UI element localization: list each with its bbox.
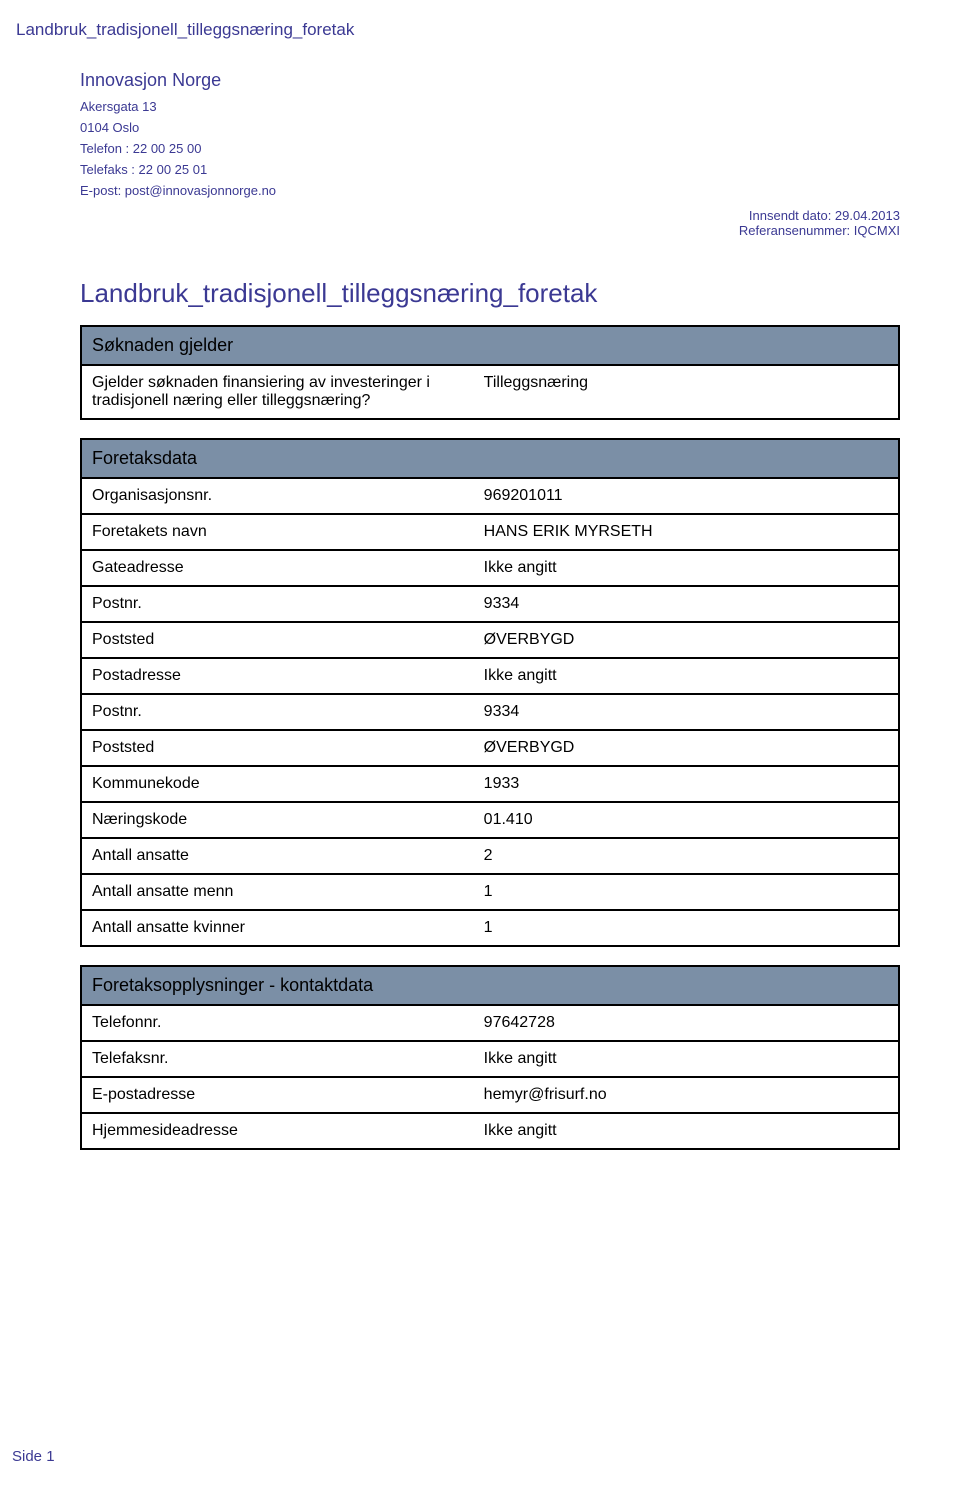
row-key: Postnr.: [82, 695, 474, 729]
submission-meta: Innsendt dato: 29.04.2013 Referansenumme…: [60, 208, 900, 238]
table-row: Telefaksnr. Ikke angitt: [82, 1042, 898, 1078]
row-value: 2: [474, 839, 898, 873]
row-value: Ikke angitt: [474, 551, 898, 585]
organization-phone: Telefon : 22 00 25 00: [80, 141, 900, 156]
section-kontaktdata: Foretaksopplysninger - kontaktdata Telef…: [80, 965, 900, 1150]
row-key: E-postadresse: [82, 1078, 474, 1112]
row-key: Poststed: [82, 731, 474, 765]
table-row: Antall ansatte kvinner 1: [82, 911, 898, 945]
section-header-soknaden: Søknaden gjelder: [82, 327, 898, 366]
row-value: 1: [474, 911, 898, 945]
reference-number: Referansenummer: IQCMXI: [60, 223, 900, 238]
row-value: HANS ERIK MYRSETH: [474, 515, 898, 549]
table-row: Poststed ØVERBYGD: [82, 623, 898, 659]
section-header-kontaktdata: Foretaksopplysninger - kontaktdata: [82, 967, 898, 1006]
section-header-foretaksdata: Foretaksdata: [82, 440, 898, 479]
table-row: Poststed ØVERBYGD: [82, 731, 898, 767]
row-value: Tilleggsnæring: [474, 366, 898, 418]
row-key: Telefonnr.: [82, 1006, 474, 1040]
row-value: 9334: [474, 587, 898, 621]
row-key: Hjemmesideadresse: [82, 1114, 474, 1148]
table-row: Kommunekode 1933: [82, 767, 898, 803]
table-row: Næringskode 01.410: [82, 803, 898, 839]
table-row: Antall ansatte menn 1: [82, 875, 898, 911]
row-key: Foretakets navn: [82, 515, 474, 549]
row-key: Antall ansatte kvinner: [82, 911, 474, 945]
organization-address-2: 0104 Oslo: [80, 120, 900, 135]
table-row: Antall ansatte 2: [82, 839, 898, 875]
row-key: Gateadresse: [82, 551, 474, 585]
row-key: Telefaksnr.: [82, 1042, 474, 1076]
row-value: 9334: [474, 695, 898, 729]
row-value: 1: [474, 875, 898, 909]
table-row: Hjemmesideadresse Ikke angitt: [82, 1114, 898, 1148]
row-key: Poststed: [82, 623, 474, 657]
organization-email: E-post: post@innovasjonnorge.no: [80, 183, 900, 198]
table-row: Gjelder søknaden finansiering av investe…: [82, 366, 898, 418]
organization-fax: Telefaks : 22 00 25 01: [80, 162, 900, 177]
table-row: Foretakets navn HANS ERIK MYRSETH: [82, 515, 898, 551]
row-key: Næringskode: [82, 803, 474, 837]
table-row: Organisasjonsnr. 969201011: [82, 479, 898, 515]
row-value: 969201011: [474, 479, 898, 513]
row-key: Organisasjonsnr.: [82, 479, 474, 513]
sent-date: Innsendt dato: 29.04.2013: [60, 208, 900, 223]
table-row: Gateadresse Ikke angitt: [82, 551, 898, 587]
row-value: 01.410: [474, 803, 898, 837]
row-key: Antall ansatte menn: [82, 875, 474, 909]
table-row: Telefonnr. 97642728: [82, 1006, 898, 1042]
section-foretaksdata: Foretaksdata Organisasjonsnr. 969201011 …: [80, 438, 900, 947]
page-number: Side 1: [12, 1448, 55, 1465]
organization-address-1: Akersgata 13: [80, 99, 900, 114]
table-row: E-postadresse hemyr@frisurf.no: [82, 1078, 898, 1114]
section-soknaden-gjelder: Søknaden gjelder Gjelder søknaden finans…: [80, 325, 900, 420]
row-value: 1933: [474, 767, 898, 801]
main-title: Landbruk_tradisjonell_tilleggsnæring_for…: [80, 278, 900, 309]
row-value: ØVERBYGD: [474, 623, 898, 657]
row-value: hemyr@frisurf.no: [474, 1078, 898, 1112]
row-key: Antall ansatte: [82, 839, 474, 873]
row-value: Ikke angitt: [474, 1114, 898, 1148]
document-title: Landbruk_tradisjonell_tilleggsnæring_for…: [16, 20, 900, 40]
row-value: Ikke angitt: [474, 1042, 898, 1076]
row-key: Gjelder søknaden finansiering av investe…: [82, 366, 474, 418]
table-row: Postnr. 9334: [82, 695, 898, 731]
row-key: Postnr.: [82, 587, 474, 621]
table-row: Postadresse Ikke angitt: [82, 659, 898, 695]
row-value: Ikke angitt: [474, 659, 898, 693]
row-value: ØVERBYGD: [474, 731, 898, 765]
row-key: Postadresse: [82, 659, 474, 693]
row-key: Kommunekode: [82, 767, 474, 801]
organization-name: Innovasjon Norge: [80, 70, 900, 91]
row-value: 97642728: [474, 1006, 898, 1040]
organization-block: Innovasjon Norge Akersgata 13 0104 Oslo …: [80, 70, 900, 198]
table-row: Postnr. 9334: [82, 587, 898, 623]
